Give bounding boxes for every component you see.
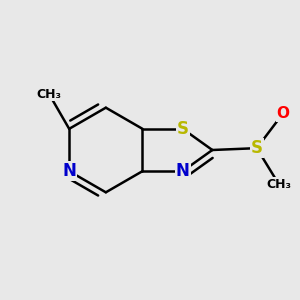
- Text: CH₃: CH₃: [37, 88, 62, 100]
- Text: CH₃: CH₃: [266, 178, 291, 190]
- Text: O: O: [277, 106, 290, 121]
- Text: N: N: [62, 162, 76, 180]
- Text: S: S: [251, 139, 263, 157]
- Text: S: S: [177, 120, 189, 138]
- Text: N: N: [176, 162, 190, 180]
